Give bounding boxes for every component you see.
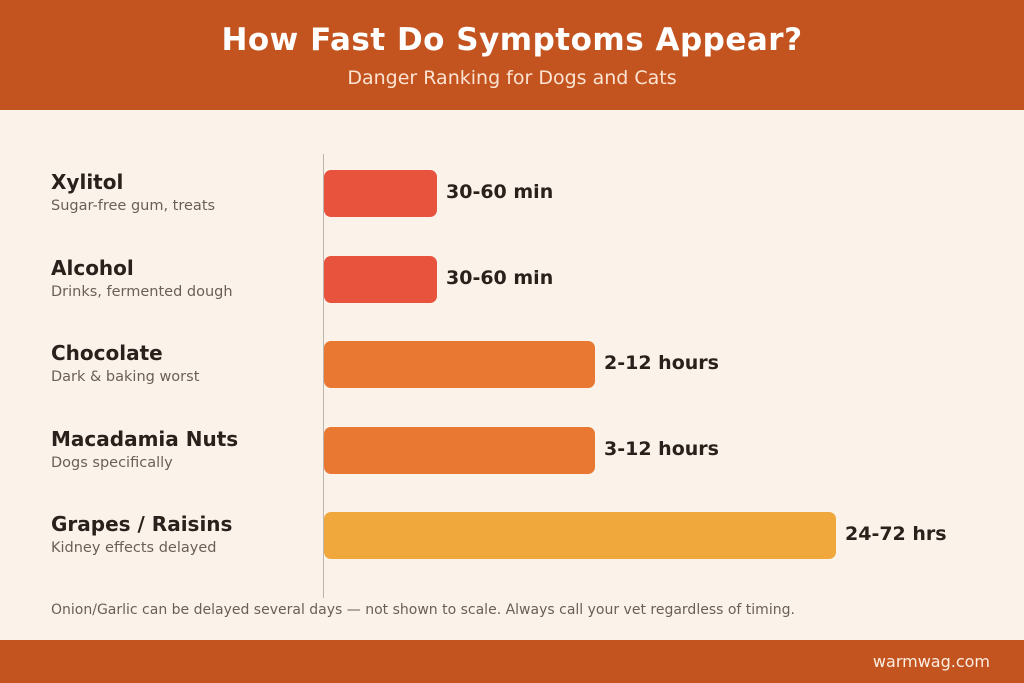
bar-value-label-macadamia-nuts: 3-12 hours (604, 437, 719, 460)
bar-chocolate (324, 341, 595, 388)
chart-axis-line (323, 154, 324, 598)
category-description-xylitol: Sugar-free gum, treats (51, 198, 216, 214)
bar-value-label-chocolate: 2-12 hours (604, 352, 719, 374)
category-label-chocolate: Chocolate (51, 341, 163, 365)
site-url: warmwag.com (872, 652, 990, 671)
bar-value-label-xylitol: 30-60 min (446, 181, 554, 203)
bar-value-label-alcohol: 30-60 min (446, 266, 554, 289)
bar-xylitol (324, 170, 437, 217)
category-label-xylitol: Xylitol (51, 170, 124, 194)
page-subtitle: Danger Ranking for Dogs and Cats (347, 67, 677, 89)
category-description-macadamia-nuts: Dogs specifically (51, 454, 173, 471)
bar-alcohol (324, 255, 437, 303)
header-banner: How Fast Do Symptoms Appear? Danger Rank… (0, 0, 1024, 110)
category-label-macadamia-nuts: Macadamia Nuts (51, 426, 239, 451)
footnote: Onion/Garlic can be delayed several days… (51, 602, 795, 618)
category-label-grapes-raisins: Grapes / Raisins (51, 512, 233, 536)
page-title: How Fast Do Symptoms Appear? (221, 22, 803, 58)
bar-macadamia-nuts (324, 426, 595, 474)
category-description-alcohol: Drinks, fermented dough (51, 283, 233, 300)
bar-value-label-grapes-raisins: 24-72 hrs (845, 523, 947, 545)
bar-grapes-raisins (324, 512, 836, 559)
footer-banner: warmwag.com (0, 640, 1024, 683)
bar-chart: Xylitol Sugar-free gum, treats 30-60 min Al… (0, 110, 1024, 640)
category-description-chocolate: Dark & baking worst (51, 369, 200, 385)
category-description-grapes-raisins: Kidney effects delayed (51, 540, 217, 556)
category-label-alcohol: Alcohol (51, 255, 134, 280)
